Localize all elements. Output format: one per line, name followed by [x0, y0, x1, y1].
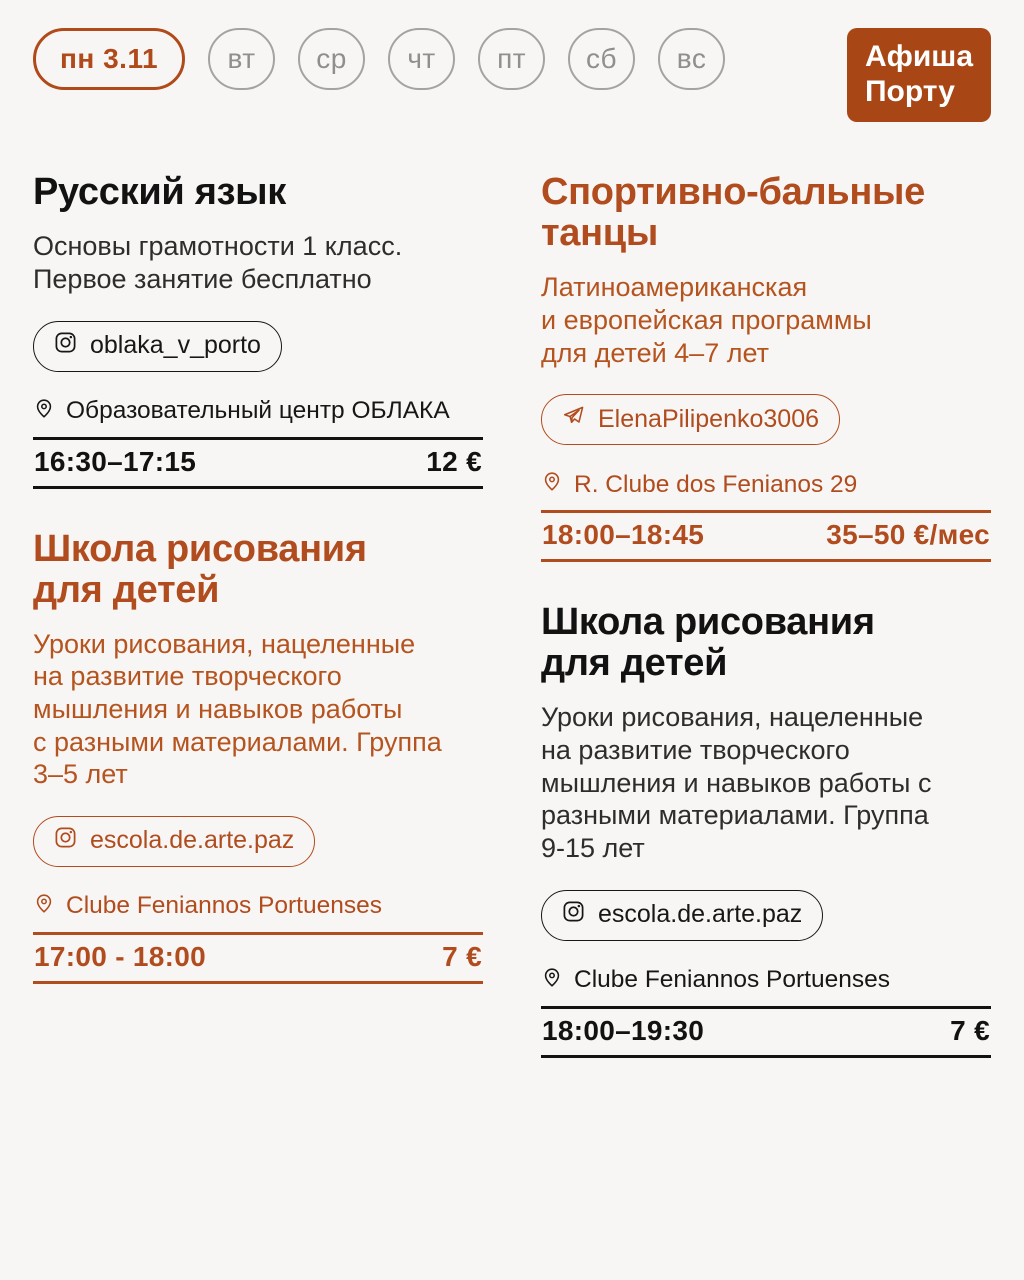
event-title: Русский язык — [33, 171, 287, 214]
location-text: R. Clube dos Fenianos 29 — [574, 470, 858, 498]
day-selector: пн 3.11 вт ср чт пт сб вс — [33, 28, 726, 90]
day-tab-thu[interactable]: чт — [388, 28, 456, 90]
event-time: 17:00 - 18:00 — [34, 940, 207, 972]
event-location: Образовательный центр ОБЛАКА — [33, 397, 483, 426]
contact-handle: ElenaPilipenko3006 — [598, 404, 820, 433]
event-title: Школа рисования для детей — [33, 527, 367, 611]
event-location: Clube Feniannos Portuenses — [541, 966, 991, 995]
event-price: 7 € — [442, 940, 482, 972]
day-tab-sun[interactable]: вс — [658, 28, 726, 90]
location-pin-icon — [33, 892, 55, 921]
right-column: Спортивно-бальные танцы Латиноамериканск… — [541, 172, 991, 1097]
top-bar: пн 3.11 вт ср чт пт сб вс Афиша Порту — [33, 28, 991, 123]
event-card-art-school-3-5: Школа рисования для детей Уроки рисовани… — [33, 527, 483, 984]
telegram-icon — [562, 404, 585, 434]
left-column: Русский язык Основы грамотности 1 класс.… — [33, 172, 483, 1024]
day-tab-mon-active[interactable]: пн 3.11 — [33, 28, 186, 90]
day-tab-wed[interactable]: ср — [298, 28, 366, 90]
event-price: 7 € — [950, 1014, 990, 1046]
events-poster: пн 3.11 вт ср чт пт сб вс Афиша Порту Ру… — [33, 28, 991, 1097]
schedule-row: 18:00–18:45 35–50 €/мес — [541, 510, 991, 563]
brand-badge[interactable]: Афиша Порту — [846, 28, 991, 123]
event-time: 16:30–17:15 — [34, 445, 197, 477]
event-time: 18:00–19:30 — [542, 1014, 705, 1046]
event-location: R. Clube dos Fenianos 29 — [541, 470, 991, 499]
schedule-row: 16:30–17:15 12 € — [33, 436, 483, 489]
location-text: Образовательный центр ОБЛАКА — [66, 397, 450, 425]
event-description: Уроки рисования, нацеленные на развитие … — [33, 628, 442, 790]
contact-pill[interactable]: ElenaPilipenko3006 — [541, 394, 841, 446]
event-description: Уроки рисования, нацеленные на развитие … — [541, 702, 932, 863]
contact-handle: oblaka_v_porto — [90, 331, 261, 360]
location-text: Clube Feniannos Portuenses — [66, 892, 382, 920]
day-tab-sat[interactable]: сб — [568, 28, 636, 90]
event-title: Спортивно-бальные танцы — [541, 171, 926, 255]
instagram-icon — [54, 331, 77, 361]
schedule-row: 18:00–19:30 7 € — [541, 1005, 991, 1058]
event-title: Школа рисования для детей — [541, 601, 875, 685]
location-pin-icon — [33, 397, 55, 426]
event-time: 18:00–18:45 — [542, 519, 705, 551]
event-price: 12 € — [426, 445, 482, 477]
instagram-icon — [562, 900, 585, 930]
event-location: Clube Feniannos Portuenses — [33, 892, 483, 921]
contact-pill[interactable]: escola.de.arte.paz — [541, 889, 824, 941]
contact-handle: escola.de.arte.paz — [90, 826, 295, 855]
contact-pill[interactable]: escola.de.arte.paz — [33, 815, 316, 867]
day-tab-tue[interactable]: вт — [208, 28, 276, 90]
event-description: Латиноамериканская и европейская програм… — [541, 272, 872, 368]
location-text: Clube Feniannos Portuenses — [574, 966, 890, 994]
schedule-row: 17:00 - 18:00 7 € — [33, 931, 483, 984]
instagram-icon — [54, 826, 77, 856]
location-pin-icon — [541, 966, 563, 995]
contact-pill[interactable]: oblaka_v_porto — [33, 320, 282, 372]
event-card-russian-language: Русский язык Основы грамотности 1 класс.… — [33, 171, 483, 489]
contact-handle: escola.de.arte.paz — [598, 900, 803, 929]
event-description: Основы грамотности 1 класс. Первое занят… — [33, 231, 403, 294]
events-grid: Русский язык Основы грамотности 1 класс.… — [33, 172, 991, 1097]
event-card-art-school-9-15: Школа рисования для детей Уроки рисовани… — [541, 601, 991, 1058]
location-pin-icon — [541, 470, 563, 499]
day-tab-fri[interactable]: пт — [478, 28, 546, 90]
event-card-ballroom-dance: Спортивно-бальные танцы Латиноамериканск… — [541, 171, 991, 563]
event-price: 35–50 €/мес — [826, 519, 990, 551]
